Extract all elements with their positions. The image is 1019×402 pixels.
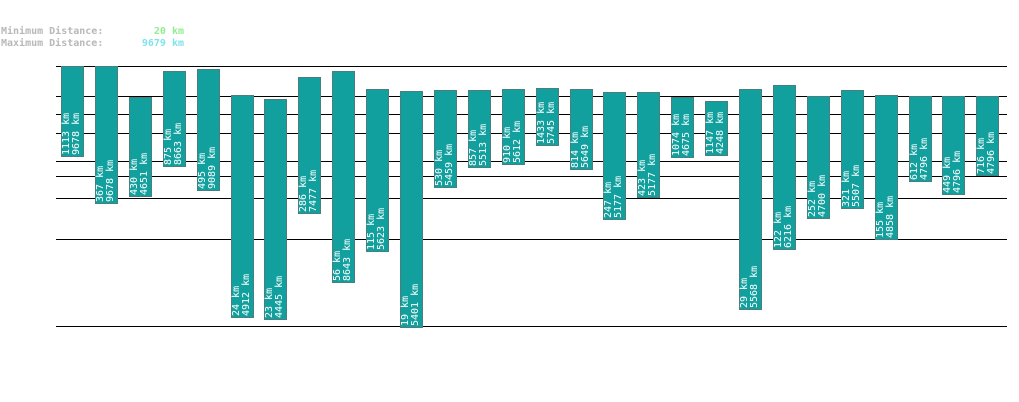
bar-min-label: 430 km bbox=[129, 159, 140, 195]
range-bar bbox=[536, 88, 559, 146]
bar-min-label: 155 km bbox=[875, 202, 886, 238]
bar-max-label: 9678 km bbox=[71, 113, 82, 155]
range-bar bbox=[739, 89, 762, 310]
max-distance-value: 9679 km bbox=[141, 38, 184, 49]
bar-max-label: 5401 km bbox=[410, 284, 421, 326]
bar-min-label: 252 km bbox=[807, 181, 818, 217]
bar-min-label: 530 km bbox=[434, 150, 445, 186]
range-bar bbox=[570, 89, 593, 170]
range-bar bbox=[129, 97, 152, 197]
bar-min-label: 24 km bbox=[231, 286, 242, 316]
bar-max-label: 4796 km bbox=[986, 132, 997, 174]
max-distance-label: Maximum Distance: bbox=[1, 38, 104, 49]
bar-min-label: 1433 km bbox=[536, 102, 547, 144]
bar-min-label: 1113 km bbox=[61, 113, 72, 155]
range-bar bbox=[875, 95, 898, 240]
bar-max-label: 8663 km bbox=[173, 123, 184, 165]
bar-max-label: 4675 km bbox=[681, 114, 692, 156]
bar-min-label: 910 km bbox=[502, 127, 513, 163]
bar-min-label: 367 km bbox=[95, 166, 106, 202]
bar-max-label: 6216 km bbox=[783, 206, 794, 248]
bar-min-label: 321 km bbox=[841, 171, 852, 207]
bar-min-label: 1074 km bbox=[671, 114, 682, 156]
bar-max-label: 4700 km bbox=[817, 175, 828, 217]
bar-min-label: 612 km bbox=[909, 144, 920, 180]
range-bar bbox=[95, 66, 118, 204]
range-bar bbox=[197, 69, 220, 191]
bar-min-label: 29 km bbox=[739, 278, 750, 308]
range-bar bbox=[400, 91, 423, 328]
bar-min-label: 857 km bbox=[468, 130, 479, 166]
bar-max-label: 9678 km bbox=[105, 160, 116, 202]
range-bar bbox=[807, 96, 830, 219]
bar-max-label: 5612 km bbox=[512, 121, 523, 163]
range-bar bbox=[773, 85, 796, 250]
bar-max-label: 4445 km bbox=[274, 276, 285, 318]
bar-min-label: 495 km bbox=[197, 153, 208, 189]
legend: Minimum Distance: 20 km Maximum Distance… bbox=[1, 26, 184, 50]
bar-min-label: 56 km bbox=[332, 251, 343, 281]
bar-min-label: 423 km bbox=[637, 160, 648, 196]
bar-max-label: 5177 km bbox=[647, 154, 658, 196]
range-bar bbox=[841, 90, 864, 209]
range-bar bbox=[705, 101, 728, 156]
bar-max-label: 4912 km bbox=[241, 274, 252, 316]
bar-min-label: 122 km bbox=[773, 212, 784, 248]
bar-max-label: 5513 km bbox=[478, 124, 489, 166]
range-bar bbox=[332, 71, 355, 283]
bar-min-label: 23 km bbox=[264, 288, 275, 318]
bar-max-label: 7477 km bbox=[308, 170, 319, 212]
bar-max-label: 5649 km bbox=[580, 126, 591, 168]
bar-min-label: 716 km bbox=[976, 138, 987, 174]
bar-max-label: 5623 km bbox=[376, 208, 387, 250]
bar-max-label: 4796 km bbox=[919, 138, 930, 180]
bar-max-label: 4248 km bbox=[715, 112, 726, 154]
range-bar bbox=[434, 90, 457, 188]
bar-min-label: 875 km bbox=[163, 129, 174, 165]
range-bar bbox=[163, 71, 186, 167]
bar-min-label: 247 km bbox=[603, 182, 614, 218]
bar-max-label: 9089 km bbox=[207, 147, 218, 189]
bar-min-label: 449 km bbox=[942, 157, 953, 193]
bar-max-label: 5459 km bbox=[444, 144, 455, 186]
range-bar bbox=[909, 96, 932, 182]
range-bar bbox=[366, 89, 389, 252]
bar-max-label: 5568 km bbox=[749, 266, 760, 308]
min-distance-value: 20 km bbox=[153, 26, 184, 37]
bar-max-label: 4858 km bbox=[885, 196, 896, 238]
min-distance-label: Minimum Distance: bbox=[1, 26, 104, 37]
bar-min-label: 19 km bbox=[400, 296, 411, 326]
range-bar bbox=[264, 99, 287, 320]
range-bar bbox=[603, 92, 626, 220]
bar-max-label: 5507 km bbox=[851, 165, 862, 207]
bar-max-label: 5177 km bbox=[613, 176, 624, 218]
legend-min-row: Minimum Distance: 20 km bbox=[1, 26, 184, 38]
range-bar bbox=[231, 95, 254, 318]
bar-max-label: 5745 km bbox=[546, 102, 557, 144]
range-bar bbox=[942, 96, 965, 195]
bar-max-label: 4651 km bbox=[139, 153, 150, 195]
range-bar bbox=[976, 96, 999, 176]
bar-min-label: 286 km bbox=[298, 176, 309, 212]
bar-min-label: 1147 km bbox=[705, 112, 716, 154]
bar-max-label: 4796 km bbox=[952, 151, 963, 193]
range-bar bbox=[637, 92, 660, 198]
range-bar bbox=[298, 77, 321, 214]
range-bar bbox=[468, 90, 491, 168]
bar-min-label: 115 km bbox=[366, 214, 377, 250]
range-bar bbox=[61, 66, 84, 157]
range-bar bbox=[671, 97, 694, 158]
bar-max-label: 8643 km bbox=[342, 239, 353, 281]
legend-max-row: Maximum Distance: 9679 km bbox=[1, 38, 184, 50]
range-bar bbox=[502, 89, 525, 165]
bar-min-label: 814 km bbox=[570, 132, 581, 168]
